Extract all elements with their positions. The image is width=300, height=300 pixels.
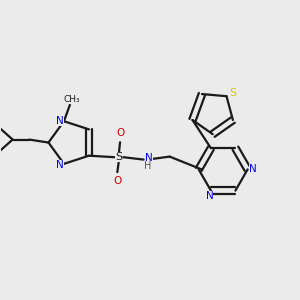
Text: N: N — [56, 160, 64, 170]
Text: N: N — [206, 191, 213, 201]
Text: N: N — [56, 116, 64, 126]
Text: N: N — [145, 153, 153, 163]
Text: S: S — [230, 88, 237, 98]
Text: O: O — [116, 128, 124, 138]
Text: H: H — [143, 161, 151, 171]
Text: S: S — [115, 152, 122, 162]
Text: O: O — [113, 176, 122, 186]
Text: CH₃: CH₃ — [63, 95, 80, 104]
Text: N: N — [249, 164, 257, 174]
